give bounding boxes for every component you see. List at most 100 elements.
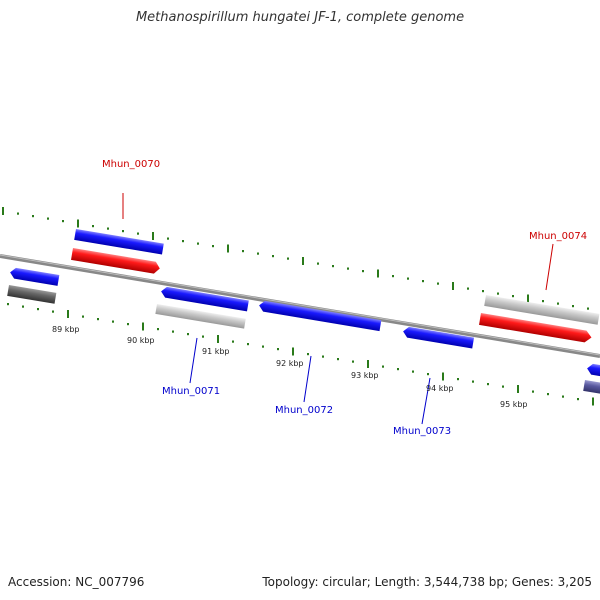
minor-tick [542,300,544,303]
minor-tick [202,335,204,338]
gene-label-mhun-0073[interactable]: Mhun_0073 [393,426,451,437]
map-title: Methanospirillum hungatei JF-1, complete… [135,10,465,25]
minor-tick [587,307,589,310]
minor-tick [317,262,319,265]
minor-tick [232,340,234,343]
gene-mhun-0073-cds-arrow[interactable] [402,326,475,349]
minor-tick [422,280,424,283]
minor-tick [242,250,244,253]
minor-tick [482,290,484,293]
minor-tick [62,220,64,223]
gene-label-mhun-0071[interactable]: Mhun_0071 [162,386,220,397]
minor-tick [457,378,459,381]
major-tick [302,257,304,265]
gene-mhun-0070-rna-arrow[interactable] [71,248,161,274]
minor-tick [407,277,409,280]
minor-tick [287,257,289,260]
major-tick [292,347,294,356]
minor-tick [97,318,99,321]
gene-mhun-0074-rna-arrow[interactable] [479,313,592,343]
minor-tick [467,287,469,290]
minor-tick [247,343,249,346]
minor-tick [182,240,184,243]
gene-label-mhun-0074[interactable]: Mhun_0074 [529,231,587,242]
major-tick [592,397,594,406]
minor-tick [172,330,174,333]
minor-tick [7,303,9,306]
minor-tick [92,225,94,228]
gene-right-cds-arrow[interactable] [586,363,600,381]
minor-tick [262,345,264,348]
minor-tick [362,270,364,273]
minor-tick [547,393,549,396]
minor-tick [332,265,334,268]
minor-tick [257,252,259,255]
major-tick [2,207,4,215]
minor-tick [212,245,214,248]
major-tick [517,385,519,393]
gene-left-dark[interactable] [7,285,57,304]
major-tick [67,310,69,318]
minor-tick [397,368,399,371]
minor-tick [557,302,559,305]
major-tick [367,360,369,368]
major-tick [452,282,454,290]
minor-tick [52,310,54,313]
minor-tick [392,275,394,278]
gene-mhun-0072-cds-arrow[interactable] [258,300,382,332]
gene-mhun-0071-gray[interactable] [155,304,246,329]
major-tick [77,219,79,228]
major-tick [442,372,444,381]
gene-features [7,229,600,398]
minor-tick [322,355,324,358]
minor-tick [352,360,354,363]
tick-label-91: 91 kbp [202,347,230,356]
minor-tick [437,282,439,285]
tick-labels: 89 kbp 90 kbp 91 kbp 92 kbp 93 kbp 94 kb… [52,325,528,409]
lower-tick-track [7,303,594,406]
minor-tick [187,333,189,336]
minor-tick [502,385,504,388]
gene-label-mhun-0072[interactable]: Mhun_0072 [275,405,333,416]
tick-label-89: 89 kbp [52,325,80,334]
gene-right-slate[interactable] [583,380,600,398]
major-tick [377,269,379,278]
gene-left-cds-arrow[interactable] [9,267,60,286]
upper-tick-track [2,207,589,310]
minor-tick [137,232,139,235]
gene-mhun-0074-gray[interactable] [484,295,600,325]
minor-tick [32,215,34,218]
gene-label-mhun-0070[interactable]: Mhun_0070 [102,159,160,170]
minor-tick [127,323,129,326]
minor-tick [272,255,274,258]
minor-tick [412,370,414,373]
minor-tick [512,295,514,298]
major-tick [152,232,154,240]
minor-tick [382,365,384,368]
minor-tick [17,212,19,215]
tick-label-94: 94 kbp [426,384,454,393]
minor-tick [107,227,109,230]
accession-text: Accession: NC_007796 [8,575,145,589]
minor-tick [122,230,124,233]
minor-tick [307,353,309,356]
major-tick [527,294,529,303]
gene-labels: Mhun_0070 Mhun_0071 Mhun_0072 Mhun_0073 … [102,159,587,437]
minor-tick [197,242,199,245]
minor-tick [532,390,534,393]
gene-mhun-0071-cds-arrow[interactable] [160,286,249,312]
minor-tick [427,373,429,376]
label-leaders [122,193,554,425]
minor-tick [562,395,564,398]
tick-label-95: 95 kbp [500,400,528,409]
minor-tick [572,305,574,308]
tick-label-90: 90 kbp [127,336,155,345]
minor-tick [112,320,114,323]
minor-tick [82,315,84,318]
minor-tick [337,358,339,361]
gene-mhun-0070-cds[interactable] [74,229,164,255]
major-tick [227,244,229,253]
minor-tick [497,292,499,295]
major-tick [142,322,144,331]
